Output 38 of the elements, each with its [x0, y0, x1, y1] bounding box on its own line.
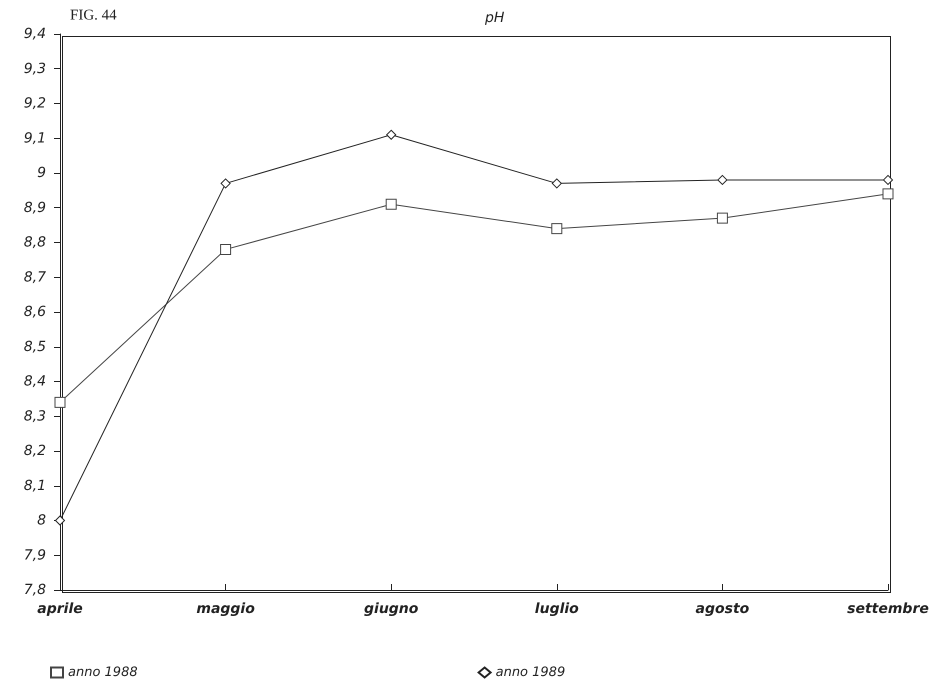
y-tick-label: 8	[37, 512, 46, 528]
point	[883, 174, 893, 185]
x-tick-label: agosto	[696, 601, 750, 617]
caption: FIG. 44	[70, 8, 118, 24]
y-tick-label: 8,6	[24, 304, 46, 320]
legend-label: anno 1988	[68, 665, 138, 680]
y-tick-label: 9,1	[24, 130, 46, 146]
y-tick-label: 9,4	[24, 26, 46, 42]
point	[716, 212, 728, 224]
y-tick-label: 8,4	[24, 374, 46, 390]
x-tick-label: giugno	[364, 601, 419, 617]
x-tick-label: luglio	[534, 601, 580, 617]
x-tick-label: aprile	[37, 601, 83, 617]
point	[386, 130, 396, 140]
y-tick-label: 8,7	[24, 269, 46, 286]
point	[54, 396, 66, 408]
y-tick-label: 9	[37, 165, 46, 181]
y-tick-label: 9,2	[24, 96, 46, 112]
point	[552, 178, 562, 188]
point	[882, 188, 894, 200]
point	[386, 198, 397, 210]
y-tick-label: 8,1	[24, 478, 46, 494]
point	[551, 223, 562, 234]
y-tick-label: 9,3	[24, 60, 46, 77]
y-tick-label: 8,3	[24, 408, 46, 424]
y-tick-label: 8,5	[24, 338, 46, 355]
chart-title: pH	[484, 10, 505, 26]
y-tick-label: 8,8	[24, 234, 46, 250]
y-tick-label: 7,8	[24, 582, 46, 598]
x-tick-label: maggio	[196, 601, 256, 617]
y-tick-label: 8,2	[24, 443, 46, 459]
y-tick-label: 7,9	[24, 547, 46, 564]
legend-label: anno 1989	[496, 665, 566, 680]
point	[717, 174, 728, 185]
point	[220, 178, 231, 188]
y-tick-label: 8,9	[24, 200, 46, 216]
point	[220, 244, 232, 255]
x-tick-label: settembre	[847, 601, 929, 617]
